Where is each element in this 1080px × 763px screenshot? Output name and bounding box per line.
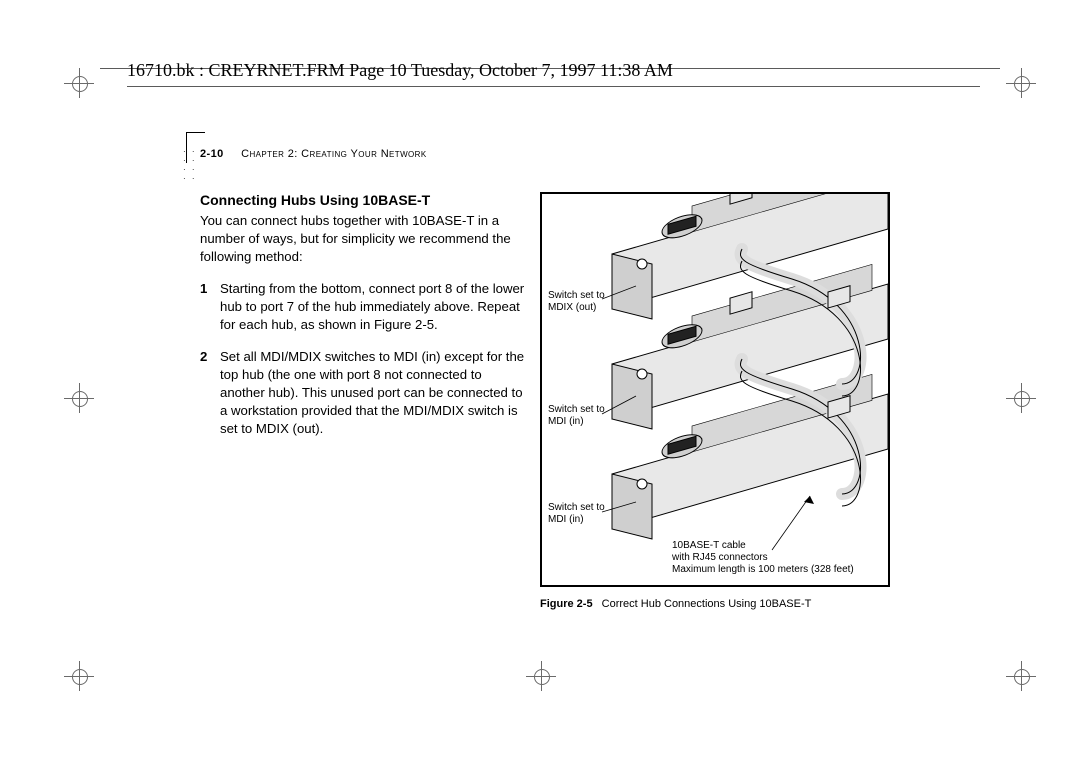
header-bottom-rule: [127, 86, 980, 88]
step-item: 1 Starting from the bottom, connect port…: [200, 280, 526, 334]
figure-caption-text: Correct Hub Connections Using 10BASE-T: [602, 598, 812, 610]
figure-label-bot-switch: Switch set toMDI (in): [548, 502, 610, 526]
step-item: 2 Set all MDI/MDIX switches to MDI (in) …: [200, 348, 526, 438]
figure-caption: Figure 2-5 Correct Hub Connections Using…: [540, 598, 890, 610]
section-intro: You can connect hubs together with 10BAS…: [200, 212, 526, 266]
body-text-column: Connecting Hubs Using 10BASE-T You can c…: [200, 192, 526, 451]
section-title: Connecting Hubs Using 10BASE-T: [200, 192, 526, 208]
registration-mark: [64, 661, 94, 691]
step-number: 1: [200, 280, 220, 334]
registration-mark: [1006, 383, 1036, 413]
chapter-label: Chapter 2: Creating Your Network: [241, 148, 426, 160]
step-number: 2: [200, 348, 220, 438]
step-text: Starting from the bottom, connect port 8…: [220, 280, 526, 334]
step-text: Set all MDI/MDIX switches to MDI (in) ex…: [220, 348, 526, 438]
page-number: 2-10: [200, 148, 224, 160]
figure-label-top-switch: Switch set toMDIX (out): [548, 290, 610, 314]
running-head: 2-10 Chapter 2: Creating Your Network: [200, 148, 427, 160]
figure-hub-connections: Switch set toMDIX (out) Switch set toMDI…: [540, 192, 890, 587]
registration-mark: [1006, 661, 1036, 691]
header-source-line: 16710.bk : CREYRNET.FRM Page 10 Tuesday,…: [127, 60, 980, 81]
figure-caption-label: Figure 2-5: [540, 598, 593, 610]
hub-diagram-svg: [542, 194, 888, 585]
figure-label-mid-switch: Switch set toMDI (in): [548, 404, 610, 428]
registration-mark: [64, 383, 94, 413]
registration-mark: [526, 661, 556, 691]
registration-mark: [1006, 68, 1036, 98]
registration-mark: [64, 68, 94, 98]
figure-label-cable: 10BASE-T cablewith RJ45 connectorsMaximu…: [672, 540, 882, 576]
